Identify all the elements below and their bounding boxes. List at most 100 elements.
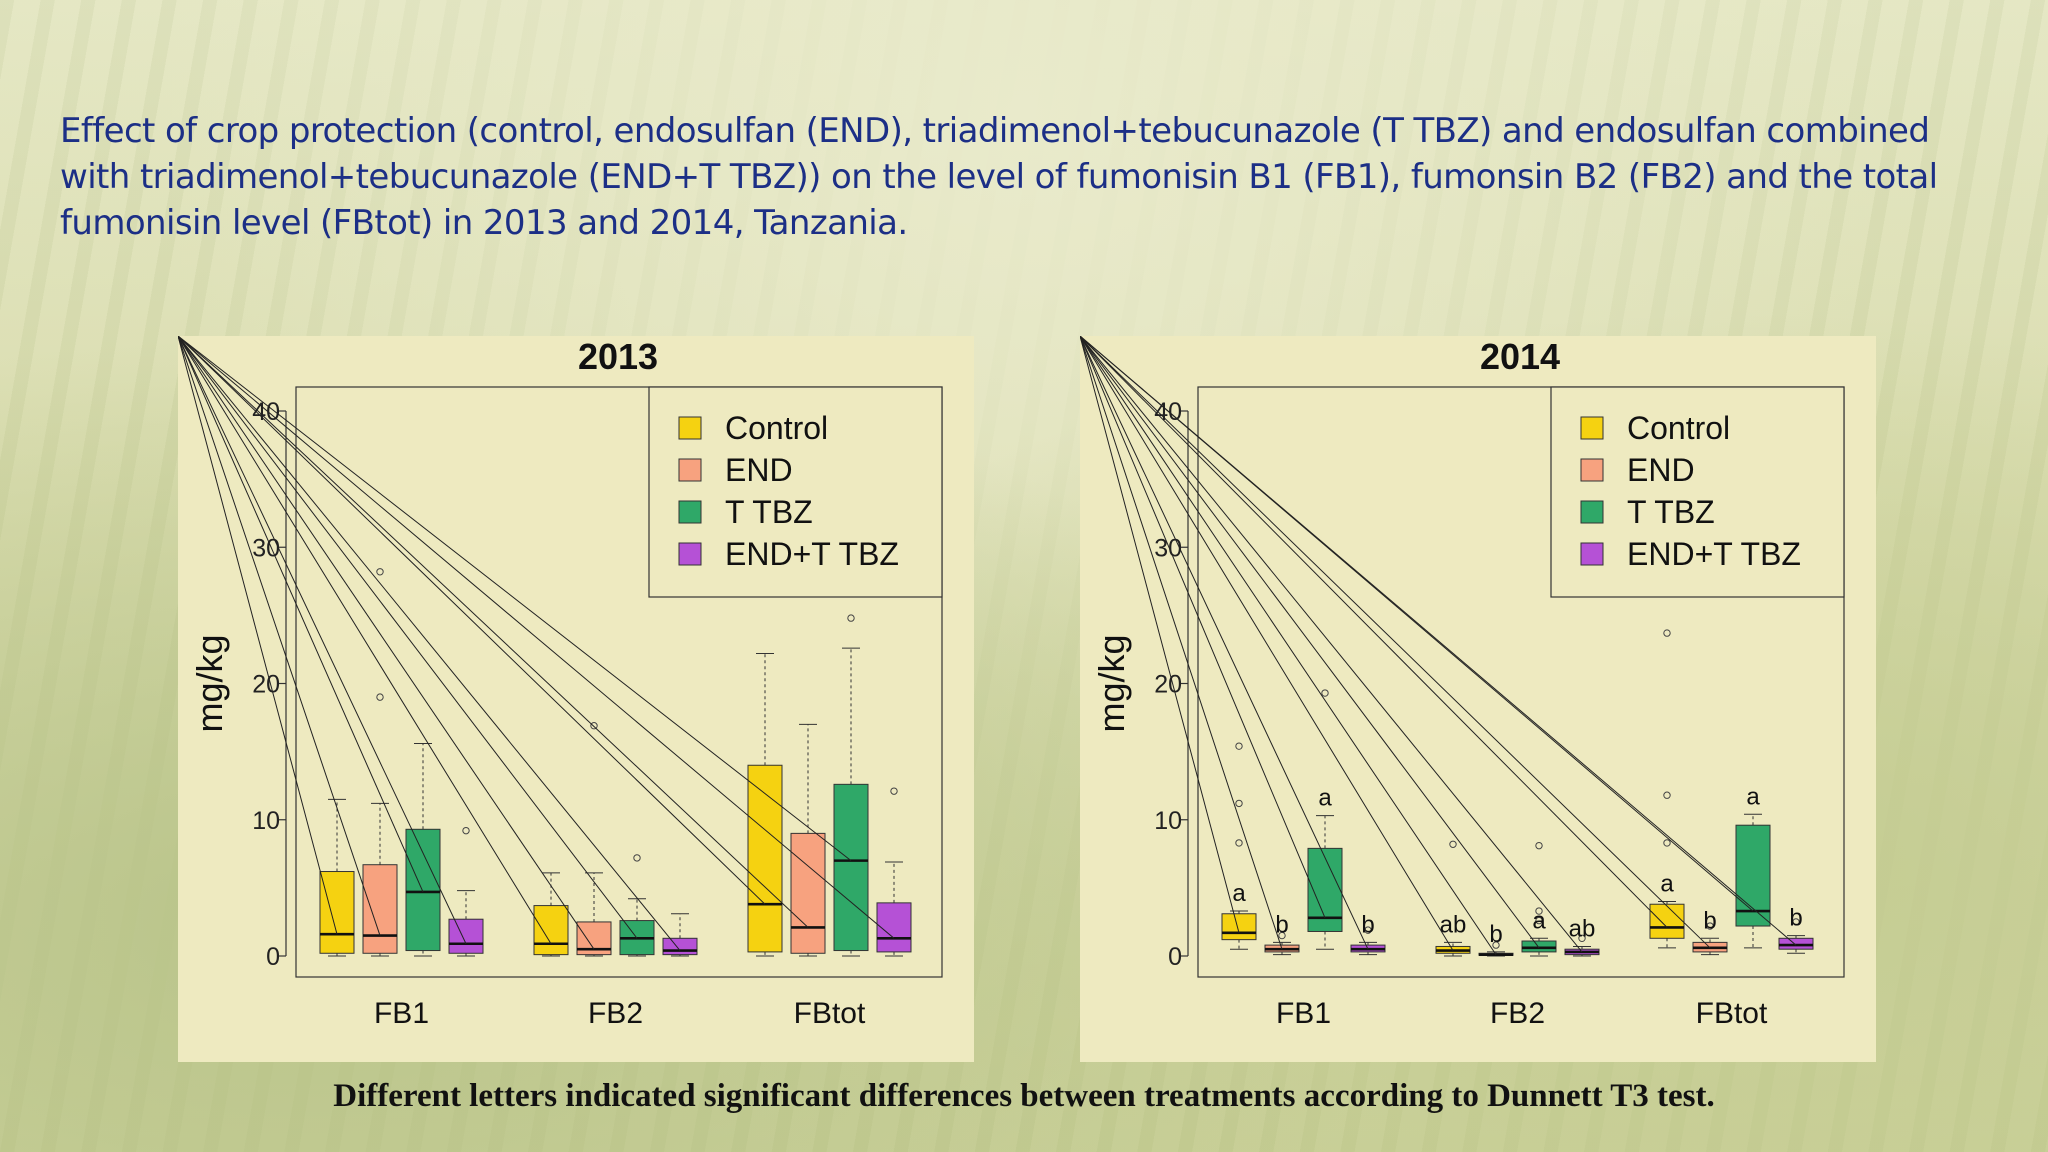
outlier-point [1706,922,1714,930]
leader-line [1080,336,1797,946]
legend-label: Control [725,410,828,446]
legend-swatch [1580,542,1604,566]
significance-letter: b [1703,907,1716,934]
outlier-point [376,568,384,576]
significance-letter: a [1232,880,1246,907]
legend-label: T TBZ [1627,494,1715,530]
significance-letter: b [1361,911,1374,938]
legend-label: Control [1627,410,1730,446]
significance-letter: a [1532,907,1546,934]
chart-title: 2013 [578,336,658,377]
outlier-point [890,787,898,795]
legend-swatch [678,500,702,524]
legend-label: END+T TBZ [1627,536,1801,572]
legend-label: END+T TBZ [725,536,899,572]
legend-swatch [678,542,702,566]
outlier-point [1792,918,1800,926]
x-category-label: FB2 [588,997,643,1030]
leader-line [178,336,809,928]
footnote: Different letters indicated significant … [333,1078,1715,1114]
leader-line [178,336,852,862]
significance-letter: b [1275,911,1288,938]
leader-line [178,336,338,935]
box-ttbz [405,828,441,952]
outlier-point [1235,839,1243,847]
x-category-label: FB1 [374,997,429,1030]
y-tick-label: 0 [1168,943,1182,971]
box-end [790,832,826,954]
leader-line [178,336,766,905]
box-endttbz [1778,937,1814,950]
outlier-point [1235,799,1243,808]
outlier-point [1364,926,1372,934]
y-tick-label: 10 [1154,807,1182,835]
x-category-label: FB1 [1276,997,1331,1030]
outlier-point [633,854,641,862]
outlier-point [1663,629,1671,637]
legend-swatch [1580,500,1604,524]
leader-line [1080,336,1283,950]
leader-line [1080,336,1326,919]
leader-line [1080,336,1711,949]
plot-frame [295,386,943,978]
outlier-point [847,614,855,622]
outlier-point [1578,934,1586,942]
legend-label: T TBZ [725,494,813,530]
leader-line [178,336,381,936]
box-end [362,864,398,954]
significance-letter: ab [1569,915,1596,942]
outlier-point [1535,841,1543,850]
x-category-label: FBtot [794,997,866,1030]
legend-swatch [678,416,702,440]
y-tick-label: 0 [266,943,280,971]
significance-letter: b [1489,921,1502,948]
legend-swatch [678,458,702,482]
box-endttbz [662,937,698,956]
leader-line [1080,336,1369,950]
leader-line [178,336,638,939]
y-tick-label: 20 [1154,671,1182,699]
significance-letter: a [1660,871,1674,898]
box-ttbz [1735,824,1771,927]
chart-title: 2014 [1480,336,1560,377]
outlier-point [1235,742,1243,750]
box-endttbz [448,918,484,954]
outlier-point [1663,839,1671,847]
leader-line [178,336,895,939]
plot-frame [1197,386,1845,978]
outlier-point [590,722,598,730]
leader-line [178,336,424,893]
significance-letter: ab [1440,911,1467,938]
outlier-point [1535,907,1543,915]
leader-line [1080,336,1497,955]
leader-line [178,336,681,951]
outlier-point [1492,941,1500,949]
chart-panel-2013: 2013 0 10 20 30 40 mg/kg FB1 FB2 FBtot Control END T… [178,336,974,1062]
leader-line [1080,336,1240,933]
outlier-point [376,693,384,701]
y-axis-label: mg/kg [189,634,230,732]
x-category-label: FB2 [1490,997,1545,1030]
leader-line [1080,336,1668,928]
significance-letter: a [1318,785,1332,812]
outlier-point [1663,791,1671,799]
leader-line [178,336,552,944]
legend-label: END [1627,452,1695,488]
box-control [533,905,569,956]
legend-label: END [725,452,793,488]
slide-title: Effect of crop protection (control, endo… [60,111,1938,243]
box-ttbz [833,783,869,952]
leader-line [178,336,595,950]
box-endttbz [876,902,912,953]
y-tick-label: 20 [252,671,280,699]
legend-swatch [1580,458,1604,482]
outlier-point [1449,840,1457,848]
box-ttbz [1521,940,1557,953]
significance-letter: b [1789,905,1802,932]
box-control [1649,903,1685,939]
leader-line [1080,336,1454,951]
y-axis-label: mg/kg [1091,634,1132,732]
box-control [319,871,355,954]
box-control [747,764,783,953]
